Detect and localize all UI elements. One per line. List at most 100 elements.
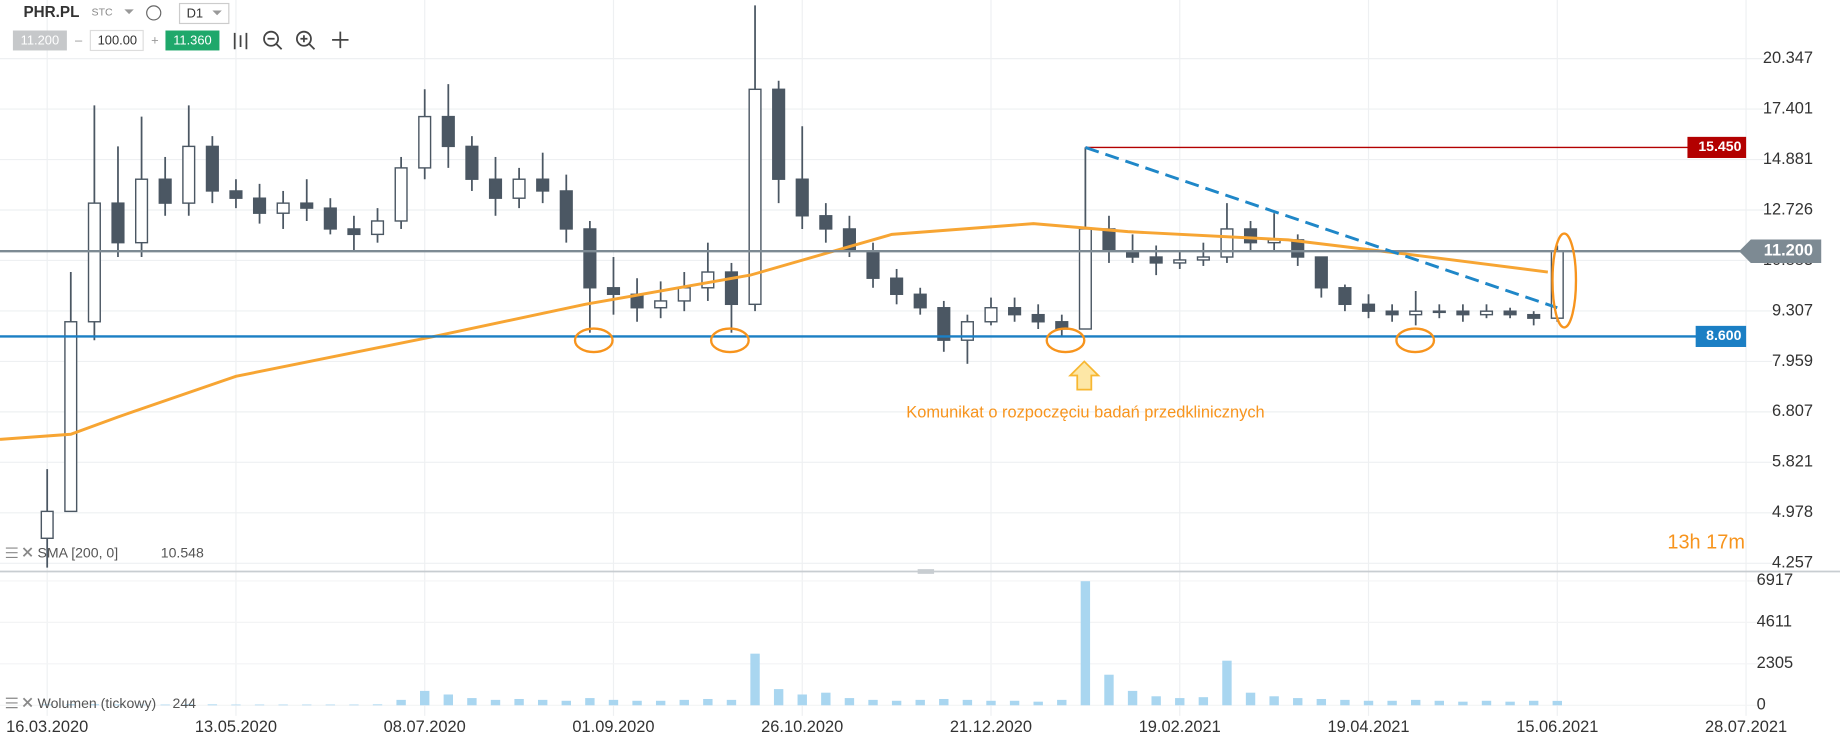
volume-bar: [396, 699, 406, 706]
candle-body: [418, 115, 432, 169]
toolbar: [233, 30, 349, 50]
y-tick-label: 0: [1757, 696, 1766, 714]
volume-bar: [1104, 674, 1114, 706]
volume-bar: [1151, 696, 1161, 706]
volume-bar: [160, 704, 170, 706]
info-icon[interactable]: [146, 5, 162, 21]
candle-body: [937, 307, 951, 341]
x-tick-label: 28.07.2021: [1705, 718, 1787, 736]
candle-body: [1008, 307, 1022, 316]
plus[interactable]: +: [151, 32, 159, 47]
candle-body: [724, 271, 739, 306]
volume-bar: [1222, 660, 1232, 706]
symbol[interactable]: PHR.PL: [23, 4, 79, 21]
price-label: 8.600: [1706, 327, 1741, 343]
minus[interactable]: –: [75, 32, 83, 47]
interval-box[interactable]: [178, 2, 230, 25]
candle-body: [40, 510, 54, 539]
candle-body: [111, 202, 125, 244]
lot[interactable]: 100.00: [98, 32, 137, 47]
interval[interactable]: D1: [187, 5, 203, 20]
x-tick-label: 21.12.2020: [950, 718, 1032, 736]
arrow-up: [1068, 360, 1101, 391]
pane-handle[interactable]: [917, 569, 935, 574]
price-label-box: [1739, 239, 1822, 263]
price-pane: [0, 5, 1745, 568]
candle-body: [1078, 228, 1092, 330]
candle-body: [1456, 310, 1470, 316]
timer: 13h 17m: [1667, 532, 1745, 554]
candle-body: [394, 167, 408, 222]
candle-body: [890, 277, 904, 295]
volume-bar: [1528, 700, 1539, 706]
close-icon[interactable]: [22, 547, 33, 557]
y-tick-label: 4.257: [1772, 554, 1813, 572]
caret[interactable]: [124, 9, 134, 15]
volume-bar: [372, 704, 383, 706]
bid[interactable]: 11.200: [21, 32, 59, 47]
ellipse: [1045, 327, 1086, 354]
y-tick-label: 5.821: [1772, 453, 1813, 471]
candle-body: [347, 228, 361, 236]
chart-type-icon[interactable]: [233, 32, 248, 50]
volume-bar: [1245, 692, 1256, 706]
menu-icon[interactable]: [5, 697, 18, 709]
x-tick-label: 01.09.2020: [572, 718, 654, 736]
caret[interactable]: [212, 10, 222, 16]
y-tick-label: 6.807: [1772, 402, 1813, 420]
candle-body: [64, 321, 78, 513]
candle-body: [441, 115, 455, 148]
y-tick-label: 6917: [1757, 571, 1793, 589]
x-tick-label: 19.02.2021: [1139, 718, 1221, 736]
close-icon[interactable]: [22, 697, 33, 708]
market: STC: [92, 7, 113, 19]
candle-body: [1220, 228, 1234, 258]
x-tick-label: 16.03.2020: [6, 718, 88, 736]
candle-body: [654, 300, 668, 309]
candle-body: [819, 215, 833, 230]
volume-pane: [42, 581, 1562, 706]
move-icon[interactable]: [332, 31, 349, 49]
menu-icon[interactable]: [5, 547, 18, 558]
bid-box[interactable]: [12, 30, 67, 51]
candle-body: [1361, 303, 1376, 312]
candle-body: [205, 145, 219, 192]
grid: [0, 0, 1772, 716]
volume-bar: [1340, 699, 1350, 706]
x-tick-label: 15.06.2021: [1516, 718, 1598, 736]
candle-body: [1031, 313, 1045, 323]
volume-bar: [537, 699, 548, 706]
volume-bar: [278, 704, 288, 706]
volume-bar: [703, 698, 713, 706]
candle-body: [1432, 310, 1446, 314]
candle-body: [583, 228, 597, 289]
price-label-box: [1687, 136, 1747, 158]
zoom-out-icon[interactable]: [263, 30, 279, 47]
price-labels: 4.2574.9785.8216.8077.9599.30710.88312.7…: [6, 49, 1822, 736]
lot-box[interactable]: [89, 29, 144, 52]
volume-bar: [962, 699, 973, 706]
volume-bar: [113, 704, 123, 706]
candle-body: [913, 293, 927, 309]
zoom-in-icon[interactable]: [296, 30, 312, 47]
y-tick-label: 4.978: [1772, 503, 1813, 521]
ellipse: [1551, 232, 1578, 329]
candle-body: [984, 307, 998, 323]
volume-bar: [1269, 696, 1279, 706]
volume-bar: [443, 694, 454, 706]
ellipse: [709, 327, 750, 354]
y-tick-label: 17.401: [1763, 99, 1813, 117]
candle-body: [87, 202, 101, 323]
ask-box[interactable]: [165, 30, 220, 51]
candle-body: [795, 178, 809, 217]
volume-bar: [184, 704, 194, 706]
volume-bar: [1198, 697, 1209, 706]
candle-body: [677, 287, 691, 302]
volume-bar: [1316, 698, 1327, 706]
candle-body: [1409, 310, 1423, 316]
ask[interactable]: 11.360: [173, 32, 211, 47]
candle-body: [323, 207, 337, 230]
y-tick-label: 4611: [1757, 613, 1792, 631]
volume-bar: [467, 698, 477, 706]
volume-bar: [136, 704, 147, 706]
